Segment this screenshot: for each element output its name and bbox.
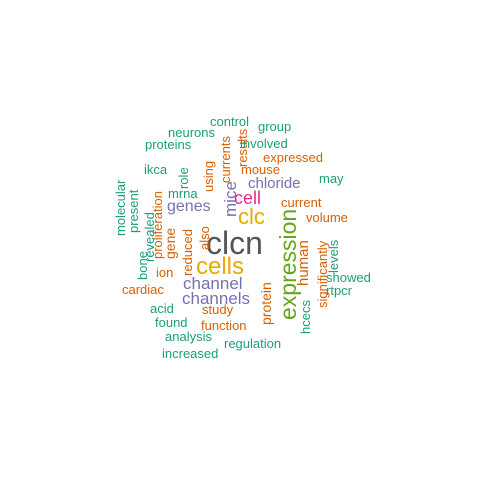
word-reduced: reduced xyxy=(180,229,195,276)
word-gene: gene xyxy=(162,227,178,259)
word-rtpcr: rtpcr xyxy=(326,283,352,298)
word-acid: acid xyxy=(150,301,174,316)
word-expressed: expressed xyxy=(263,150,323,165)
word-also: also xyxy=(197,226,212,250)
word-mouse: mouse xyxy=(241,162,281,177)
word-clcn: clcn xyxy=(206,225,263,261)
word-showed: showed xyxy=(326,270,371,285)
word-revealed: revealed xyxy=(142,212,157,262)
word-levels: levels xyxy=(326,239,341,273)
word-molecular: molecular xyxy=(113,179,128,236)
word-ikca: ikca xyxy=(144,162,168,177)
word-ion: ion xyxy=(156,265,174,280)
word-control: control xyxy=(210,114,250,129)
word-analysis: analysis xyxy=(165,329,212,344)
word-current: current xyxy=(281,195,322,210)
word-regulation: regulation xyxy=(224,336,282,351)
word-role: role xyxy=(176,167,191,189)
word-proteins: proteins xyxy=(145,137,192,152)
word-function: function xyxy=(201,318,247,333)
word-volume: volume xyxy=(306,210,348,225)
word-hcecs: hcecs xyxy=(298,300,313,334)
word-mrna: mrna xyxy=(168,186,198,201)
word-present: present xyxy=(126,189,141,233)
word-channels: channels xyxy=(182,289,251,308)
word-using: using xyxy=(201,160,216,192)
word-involved: involved xyxy=(240,136,288,151)
word-may: may xyxy=(319,171,344,186)
word-currents: currents xyxy=(218,136,233,183)
word-human: human xyxy=(295,240,312,286)
word-clc: clc xyxy=(238,204,265,229)
word-study: study xyxy=(202,302,234,317)
word-protein: protein xyxy=(258,282,274,325)
word-mice: mice xyxy=(221,181,240,217)
word-neurons: neurons xyxy=(168,125,215,140)
word-increased: increased xyxy=(162,346,219,361)
word-genes: genes xyxy=(167,198,211,215)
word-chloride: chloride xyxy=(248,175,301,192)
word-cells: cells xyxy=(196,253,245,280)
word-cardiac: cardiac xyxy=(122,282,164,297)
word-channel: channel xyxy=(183,274,243,293)
word-cell: cell xyxy=(234,188,262,208)
word-group: group xyxy=(258,119,292,134)
word-found: found xyxy=(155,315,188,330)
